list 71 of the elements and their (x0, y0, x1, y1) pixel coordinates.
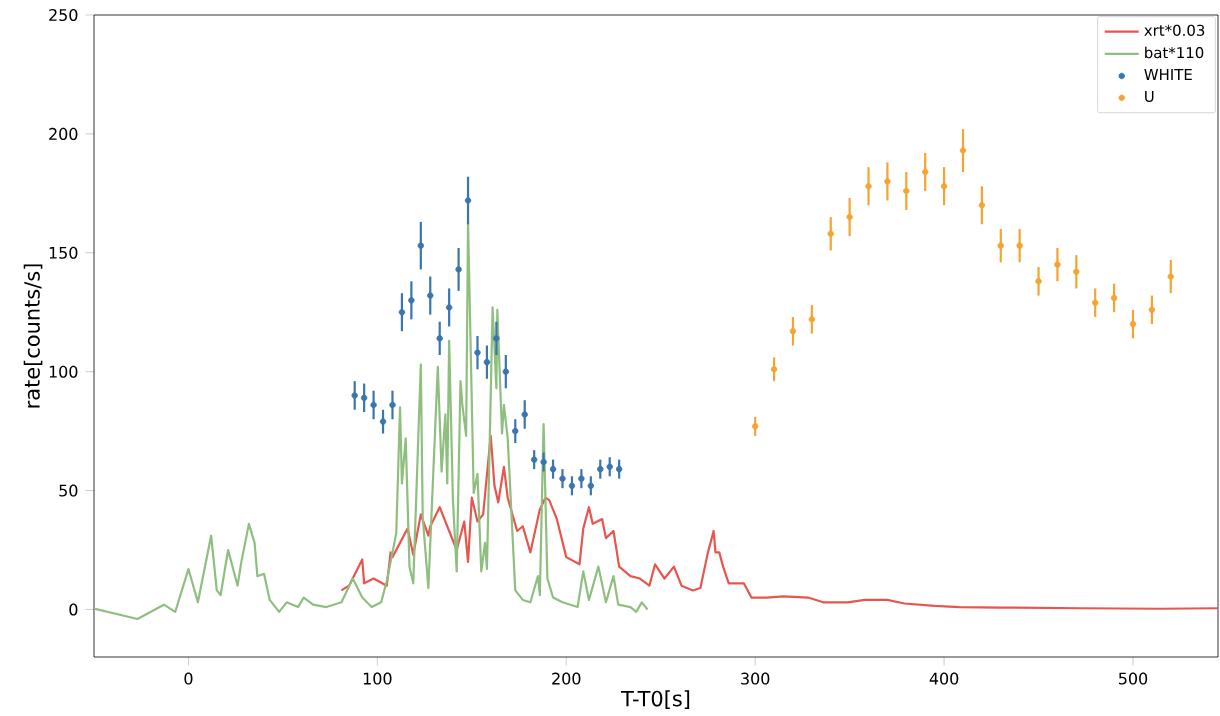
x-tick-label: 300 (741, 672, 770, 685)
point (978, 202, 986, 209)
point (1129, 321, 1137, 328)
line-series (340, 434, 1219, 611)
y-tick-label: 250 (49, 9, 78, 22)
point (789, 328, 797, 335)
point (549, 466, 557, 473)
point (436, 335, 443, 342)
point (398, 309, 406, 316)
point (455, 266, 462, 273)
point (483, 359, 491, 366)
point (846, 214, 853, 221)
point (568, 482, 576, 490)
point (884, 178, 891, 185)
point (1110, 294, 1118, 302)
point (417, 242, 425, 250)
point (808, 316, 816, 323)
point (445, 304, 453, 311)
y-tick-label: 50 (59, 484, 78, 497)
point (408, 297, 415, 304)
point (1035, 278, 1042, 285)
point (370, 401, 377, 409)
y-axis-title: rate[counts/s] (23, 264, 43, 408)
x-tick-label: 500 (1119, 672, 1148, 685)
point (865, 183, 872, 190)
x-axis-title: T-T0[s] (621, 690, 690, 710)
point (379, 418, 387, 426)
point (1092, 299, 1099, 307)
point (922, 168, 929, 176)
point (512, 428, 519, 435)
point (559, 475, 566, 483)
point (389, 401, 396, 409)
x-tick-label: 200 (552, 672, 581, 685)
point (903, 187, 910, 195)
point (1073, 268, 1080, 276)
x-tick-label: 400 (929, 672, 959, 685)
point (751, 423, 759, 430)
point (1054, 261, 1061, 269)
x-tick-label: 0 (184, 672, 193, 685)
point (493, 335, 500, 342)
x-tick-label: 100 (363, 672, 392, 685)
legend-label: U (1145, 91, 1154, 103)
point (530, 456, 538, 464)
point (351, 392, 358, 399)
point (360, 394, 368, 402)
point (940, 183, 948, 190)
point (474, 349, 481, 357)
y-tick-label: 150 (49, 246, 78, 259)
point (502, 368, 510, 376)
legend-label: xrt*0.03 (1144, 24, 1205, 37)
point (827, 230, 834, 238)
point (427, 292, 434, 299)
point (587, 482, 595, 490)
point (959, 147, 967, 154)
point (1148, 306, 1156, 314)
point (578, 475, 585, 483)
point (464, 197, 472, 204)
point (615, 466, 623, 473)
legend-label: bat*110 (1145, 46, 1204, 59)
point (1016, 242, 1023, 250)
y-tick-label: 100 (49, 365, 78, 378)
point (770, 366, 778, 373)
legend-label: WHITE (1144, 69, 1192, 81)
point (1167, 273, 1174, 280)
point (521, 411, 528, 418)
point (997, 242, 1004, 250)
y-tick-label: 200 (49, 128, 78, 141)
point (597, 466, 604, 473)
y-tick-label: 0 (69, 603, 78, 616)
point (540, 459, 547, 466)
point (606, 463, 613, 471)
